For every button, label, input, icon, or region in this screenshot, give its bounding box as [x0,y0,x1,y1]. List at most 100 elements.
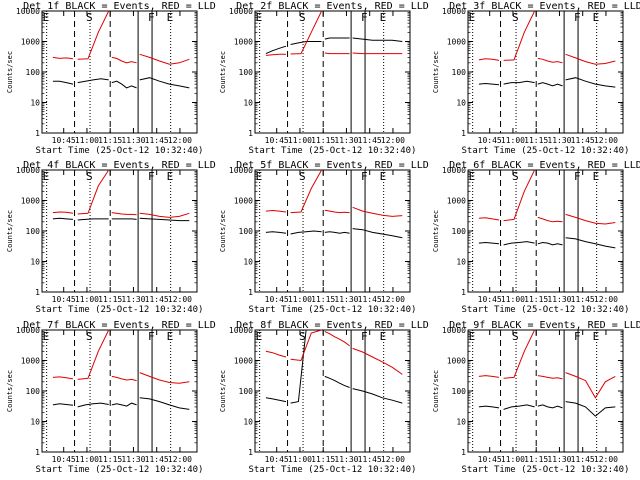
x-tick-label: 11:00 [288,455,312,464]
events-series-line [290,230,322,235]
events-series-line [265,45,287,55]
interval-marker: E [469,11,476,24]
events-series-line [139,397,190,410]
interval-marker: E [43,330,50,343]
y-axis-label: Counts/sec [219,51,227,93]
events-series-line [352,228,403,239]
interval-marker: E [256,11,263,24]
lld-series-line [139,372,190,384]
interval-marker: E [43,170,50,183]
events-series-line [478,82,500,86]
x-tick-label: 10:45 [478,455,502,464]
lld-series-line [478,217,500,221]
events-series-line [139,77,190,89]
y-tick-label: 1 [461,288,466,297]
y-tick-label: 1000 [21,197,40,206]
detector-panel: Det 6f BLACK = Events, RED = LLD 1 10 100 10… [432,160,640,315]
y-tick-label: 100 [26,387,41,396]
y-tick-label: 10 [456,99,466,108]
lld-series-line [111,212,137,216]
interval-marker: S [512,330,519,343]
interval-marker: S [299,330,306,343]
x-tick-label: 12:00 [381,455,405,464]
y-axis-label: Counts/sec [432,51,440,93]
x-tick-label: 11:15 [98,295,122,304]
lld-series-line [565,213,616,225]
x-tick-label: 10:45 [265,136,289,145]
y-tick-label: 10000 [229,7,253,16]
x-tick-label: 12:00 [594,136,618,145]
interval-marker: E [167,170,174,183]
events-series-line [352,388,403,404]
lld-series-line [265,350,287,358]
x-tick-label: 11:30 [547,295,571,304]
lld-series-line [290,329,322,362]
x-tick-label: 12:00 [168,295,192,304]
x-axis-label: Start Time (25-Oct-12 10:32:40) [249,305,417,315]
interval-marker: S [86,11,93,24]
interval-marker: E [380,330,387,343]
x-tick-label: 12:00 [381,136,405,145]
interval-marker: F [361,11,368,24]
x-tick-label: 11:30 [121,455,145,464]
interval-marker: E [469,170,476,183]
lld-series-line [111,56,137,64]
detector-panel: Det 4f BLACK = Events, RED = LLD 1 10 100 10… [6,160,216,315]
interval-marker: S [86,330,93,343]
x-tick-label: 11:45 [571,136,595,145]
plot-frame [41,169,198,293]
events-series-line [290,41,322,45]
x-tick-label: 11:30 [121,136,145,145]
x-tick-label: 11:00 [75,295,99,304]
lld-series-line [77,10,110,60]
x-tick-label: 11:00 [75,136,99,145]
events-series-line [111,218,137,220]
x-axis-label: Start Time (25-Oct-12 10:32:40) [462,146,630,156]
y-tick-label: 1000 [21,38,40,47]
interval-marker: E [256,170,263,183]
lld-series-line [478,58,500,61]
interval-marker: S [299,11,306,24]
detector-panel: Det 9f BLACK = Events, RED = LLD 1 10 100 10… [432,320,640,475]
x-tick-label: 11:00 [501,455,525,464]
y-tick-label: 1000 [234,38,253,47]
interval-marker: E [43,11,50,24]
events-series-line [52,80,74,85]
y-tick-label: 10000 [229,326,253,335]
events-series-line [111,80,137,89]
x-tick-label: 11:30 [547,455,571,464]
x-tick-label: 12:00 [168,455,192,464]
interval-marker: F [574,330,581,343]
y-tick-label: 10 [30,418,40,427]
y-tick-label: 10 [243,418,253,427]
events-series-line [537,404,563,409]
panel-title: Det 3f BLACK = Events, RED = LLD [449,1,640,12]
plot-frame [254,169,411,293]
events-series-line [324,37,350,40]
lld-series-line [478,375,500,378]
x-tick-label: 10:45 [52,455,76,464]
detector-panel: Det 7f BLACK = Events, RED = LLD 1 10 100 10… [6,320,216,475]
y-tick-label: 1000 [234,197,253,206]
lld-series-line [324,209,350,214]
lld-series-line [139,53,190,65]
detector-panel: Det 5f BLACK = Events, RED = LLD 1 10 100 10… [219,160,429,315]
x-tick-label: 12:00 [594,455,618,464]
x-tick-label: 10:45 [265,455,289,464]
events-series-line [52,403,74,406]
x-tick-label: 11:15 [311,136,335,145]
y-tick-label: 10000 [16,326,40,335]
lld-series-line [503,329,536,379]
lld-series-line [565,372,616,399]
y-tick-label: 10000 [442,7,466,16]
plot-frame [467,169,624,293]
y-tick-label: 1000 [447,197,466,206]
x-tick-label: 11:00 [501,136,525,145]
y-tick-label: 1000 [447,357,466,366]
lld-series-line [52,376,74,380]
lld-series-line [77,329,110,380]
x-axis-label: Start Time (25-Oct-12 10:32:40) [462,305,630,315]
x-tick-label: 11:00 [288,295,312,304]
interval-marker: E [593,170,600,183]
